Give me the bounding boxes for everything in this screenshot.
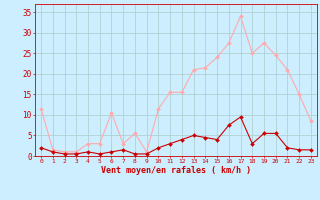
X-axis label: Vent moyen/en rafales ( km/h ): Vent moyen/en rafales ( km/h ) [101,166,251,175]
